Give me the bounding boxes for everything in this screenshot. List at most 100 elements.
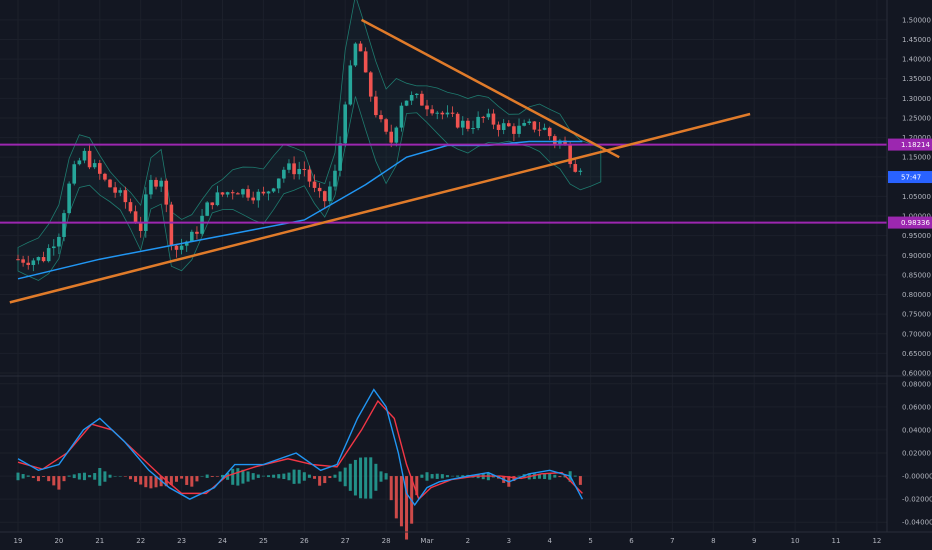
horizontal-levels[interactable] [0,143,887,224]
macd-histogram-bar [313,476,317,479]
candle-body [144,194,148,231]
level-price-tag-label: 0.98336 [901,219,930,227]
candle-body [558,140,562,145]
trend-lines[interactable] [9,18,751,304]
macd-histogram-bar [394,476,398,519]
macd-histogram-bar [430,474,434,479]
macd-histogram-bar [139,476,143,485]
bollinger-bands [17,0,602,281]
macd-histogram-bar [573,475,577,477]
candle-body [72,164,77,184]
candles [16,41,583,272]
macd-histogram-bar [537,473,541,479]
candle-body [496,124,501,130]
price-tick-label: 0.95000 [902,232,931,240]
candle-body [348,65,353,105]
time-tick-label: 27 [341,537,350,545]
candle-body [553,136,557,145]
time-tick-label: 21 [95,537,104,545]
candle-body [195,231,199,234]
candle-body [154,179,158,187]
macd-histogram-bar [399,476,403,527]
time-tick-label: 8 [711,537,715,545]
macd-histogram-bar [62,476,66,482]
time-tick-label: 9 [752,537,756,545]
price-tick-label: 0.80000 [902,291,931,299]
price-tags: 1.18214 0.98336 57:47 [888,138,932,229]
level-price-tag-label: 1.18214 [901,141,930,149]
candle-body [164,180,169,205]
candle-body [179,245,184,250]
time-axis[interactable]: 19 20 21 22 23 24 25 26 27 28 Mar 2 3 4 5 6 7 8 9 10 11 12 [14,537,882,545]
macd-histogram-bar [246,471,250,482]
time-tick-label: 25 [259,537,268,545]
macd-histogram-bar [195,476,199,482]
candle-body [159,180,163,187]
candle-body [404,100,409,106]
candle-body [51,246,56,249]
macd-axis[interactable]: 0.08000 0.06000 0.04000 0.02000 -0.00000 -0.0… [902,380,932,526]
macd-histogram-bar [251,473,255,480]
macd-histogram-bar [318,476,322,486]
candle-body [98,163,102,174]
candle-body [103,173,107,180]
macd-histogram-bar [323,476,327,484]
macd-histogram-bar [221,474,224,478]
macd-histogram-bar [282,473,286,480]
macd-histogram-bar [277,474,281,479]
candle-body [241,189,245,195]
time-tick-label: 6 [629,537,634,545]
price-axis[interactable]: 1.50000 1.45000 1.40000 1.35000 1.30000 1.250… [902,16,931,377]
candle-body [16,259,20,261]
candle-body [568,145,572,165]
price-tick-label: 1.35000 [902,75,931,83]
candle-body [276,178,281,189]
candle-body [215,192,220,206]
candle-body [394,127,399,143]
macd-histogram-bar [42,476,46,477]
macd-histogram-bar [31,476,35,478]
macd-histogram-bar [93,473,97,480]
candle-body [57,236,61,247]
macd-histogram-bar [512,476,516,482]
macd-histogram-bar [456,475,460,477]
macd-histogram-bar [52,476,56,486]
macd-histogram-bar [77,473,81,480]
candle-body [501,123,506,130]
macd-histogram-bar [118,476,122,477]
macd-histogram-bar [364,457,368,499]
macd-histogram-bar [134,476,138,482]
candle-body [312,181,317,188]
price-tick-label: 0.75000 [902,311,931,319]
candle-body [414,93,419,96]
macd-histogram-bar [384,473,388,480]
macd-histogram-bar [128,476,132,480]
macd-line [17,388,584,507]
macd-histogram-bar [103,471,107,482]
candle-body [537,129,542,131]
candle-body [205,202,209,216]
candle-body [368,72,373,97]
macd-histogram-bar [231,468,235,485]
candle-body [440,112,445,115]
macd-histogram-bar [26,475,30,477]
time-tick-label: 10 [791,537,800,545]
macd-histogram-bar [548,473,552,480]
candle-body [174,245,179,250]
candle-body [512,126,516,134]
level-price-tag [888,216,932,229]
time-tick-label: 26 [300,537,309,545]
candle-body [302,168,307,170]
candle-body [358,43,363,52]
price-tick-label: 1.45000 [902,36,931,44]
candle-body [476,116,480,129]
candle-body [430,109,434,114]
macd-histogram-bar [21,474,25,479]
candle-body [532,121,537,130]
macd-histogram-bar [353,459,357,496]
macd-histogram-bar [185,476,189,485]
candle-body [460,120,465,128]
macd-histogram-bar [348,463,352,491]
candle-body [481,116,486,118]
